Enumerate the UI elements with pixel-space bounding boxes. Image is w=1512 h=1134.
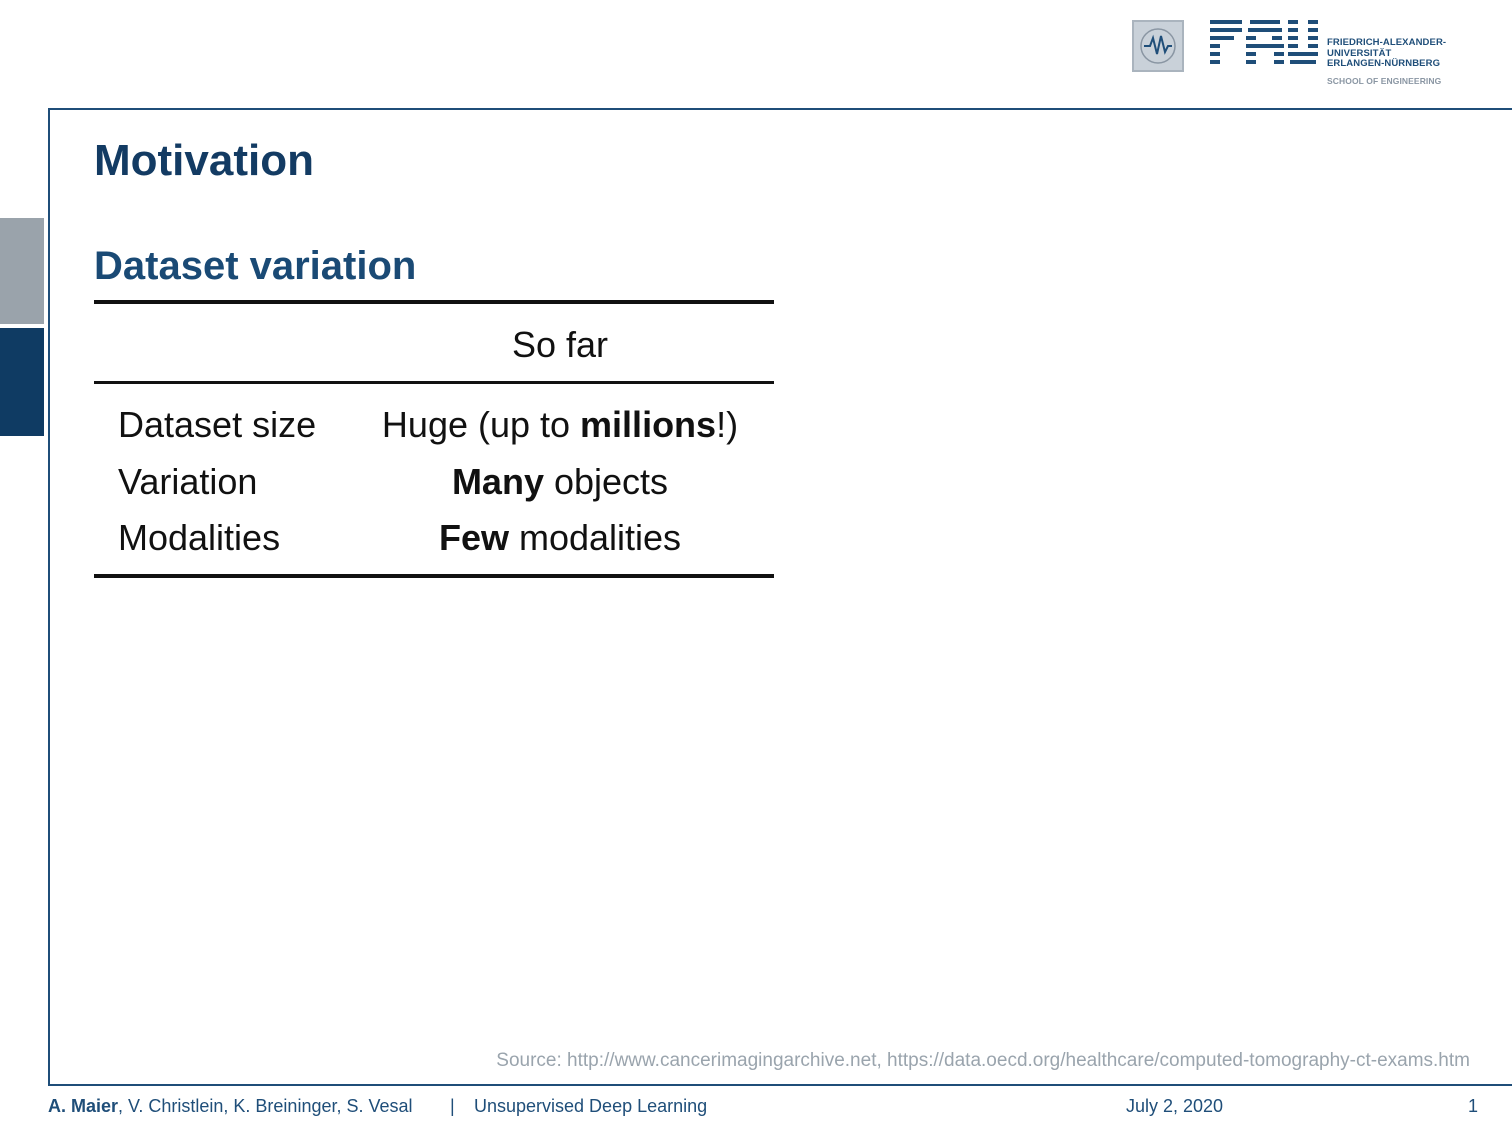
table-column-header: So far [511, 324, 609, 365]
section-tab-inactive [0, 218, 44, 324]
footer-date: July 2, 2020 [1126, 1096, 1224, 1116]
fau-logo: FRIEDRICH-ALEXANDER- UNIVERSITÄT ERLANGE… [1132, 18, 1462, 88]
university-name: FRIEDRICH-ALEXANDER- UNIVERSITÄT ERLANGE… [1327, 37, 1447, 69]
source-citation: Source: http://www.cancerimagingarchive.… [496, 1050, 1470, 1071]
footer-separator: | [450, 1096, 455, 1116]
table-bottom-rule [94, 574, 774, 578]
slide-title: Motivation [94, 136, 314, 185]
table-top-rule [94, 300, 774, 304]
fau-letters-icon [1210, 20, 1318, 64]
slide-frame [48, 108, 1512, 1086]
table-row-label: Modalities [118, 517, 281, 558]
university-seal-icon [1132, 20, 1184, 72]
footer-course: Unsupervised Deep Learning [474, 1096, 708, 1116]
section-tab-active [0, 328, 44, 436]
table-row-value: Many objects [451, 461, 669, 502]
footer-page-number: 1 [1468, 1096, 1479, 1116]
slide-subtitle: Dataset variation [94, 244, 417, 288]
table-row-value: Huge (up to millions!) [381, 404, 739, 445]
table-row-label: Variation [118, 461, 258, 502]
table-mid-rule [94, 381, 774, 384]
school-name: SCHOOL OF ENGINEERING [1327, 76, 1442, 86]
footer-authors: A. Maier, V. Christlein, K. Breininger, … [48, 1096, 413, 1116]
table-row-label: Dataset size [118, 404, 317, 445]
table-row-value: Few modalities [438, 517, 682, 558]
